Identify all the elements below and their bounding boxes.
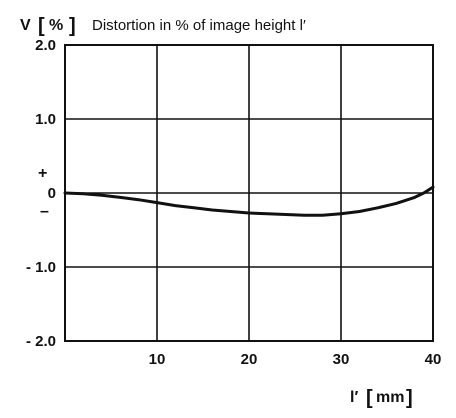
grid bbox=[64, 44, 434, 342]
plus-sign: + bbox=[38, 165, 47, 182]
y-tick-labels: 2.0 1.0 0 - 1.0 - 2.0 bbox=[26, 37, 56, 350]
x-tick-labels: 10 20 30 40 bbox=[149, 351, 442, 368]
y-tick-label-2: 0 bbox=[48, 185, 56, 202]
minus-sign: – bbox=[40, 203, 49, 220]
x-axis-unit-bracket-close: ] bbox=[406, 387, 413, 409]
x-axis-unit: mm bbox=[376, 389, 404, 406]
y-axis-unit: % bbox=[49, 17, 63, 34]
chart-header: V [ % ] Distortion in % of image height … bbox=[20, 15, 306, 37]
chart-title: Distortion in % of image height l′ bbox=[92, 17, 306, 34]
x-axis-unit-bracket-open: [ bbox=[366, 387, 373, 409]
y-axis-unit-bracket-close: ] bbox=[69, 15, 76, 37]
x-tick-label-2: 30 bbox=[333, 351, 350, 368]
x-axis-label: l′ bbox=[350, 389, 358, 406]
y-tick-label-1: 1.0 bbox=[35, 111, 56, 128]
y-axis-unit-bracket-open: [ bbox=[38, 15, 45, 37]
y-tick-label-0: 2.0 bbox=[35, 37, 56, 54]
y-axis-label: V bbox=[20, 17, 31, 34]
x-tick-label-0: 10 bbox=[149, 351, 166, 368]
y-tick-label-4: - 2.0 bbox=[26, 333, 56, 350]
x-tick-label-3: 40 bbox=[425, 351, 442, 368]
y-tick-label-3: - 1.0 bbox=[26, 259, 56, 276]
distortion-series bbox=[63, 185, 435, 217]
x-axis-label-group: l′ [ mm ] bbox=[350, 387, 413, 409]
x-tick-label-1: 20 bbox=[241, 351, 258, 368]
series-line-0 bbox=[63, 185, 435, 217]
